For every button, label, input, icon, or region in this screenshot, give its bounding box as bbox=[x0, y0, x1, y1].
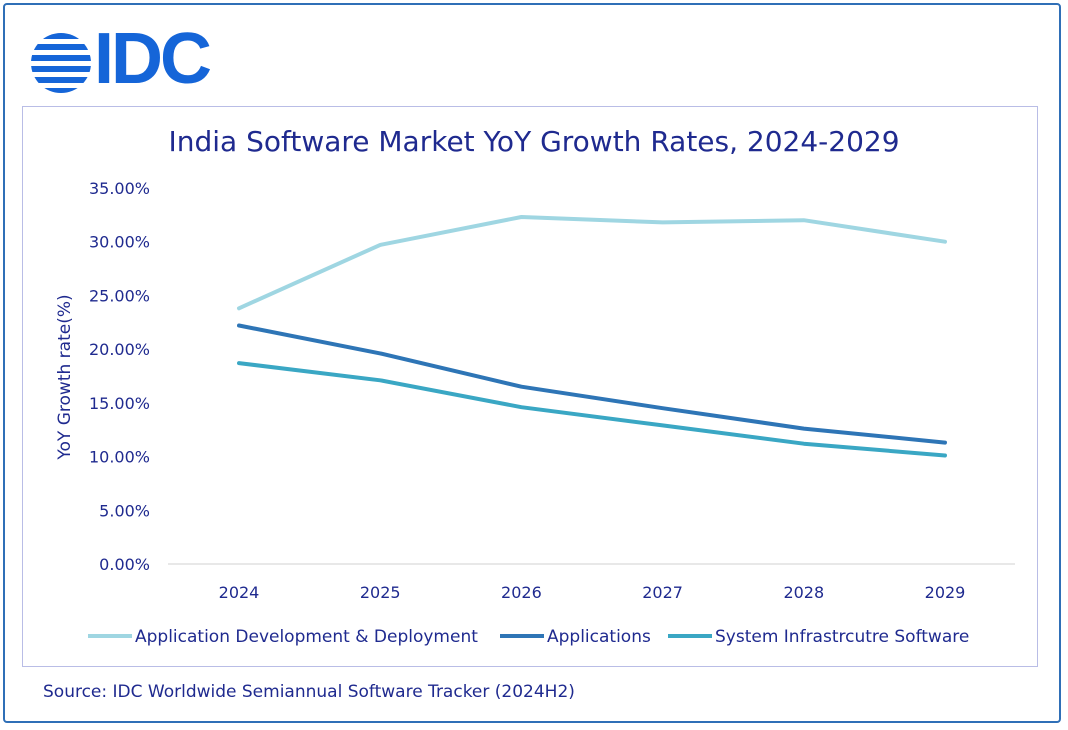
y-tick-label: 10.00% bbox=[89, 448, 150, 467]
y-tick-label: 0.00% bbox=[99, 555, 150, 574]
idc-logo-text: IDC bbox=[94, 19, 212, 99]
x-tick-label: 2026 bbox=[501, 583, 542, 602]
series-line-3 bbox=[237, 361, 947, 458]
y-tick-label: 15.00% bbox=[89, 394, 150, 413]
legend-label: System Infrastrcutre Software bbox=[715, 627, 969, 647]
idc-globe-icon bbox=[31, 33, 91, 93]
y-tick-label: 5.00% bbox=[99, 501, 150, 520]
y-tick-label: 20.00% bbox=[89, 340, 150, 359]
y-tick-label: 30.00% bbox=[89, 233, 150, 252]
series-line-1 bbox=[237, 215, 947, 311]
chart-border bbox=[22, 106, 1038, 667]
series-lines bbox=[237, 215, 947, 458]
idc-logo: IDC bbox=[30, 23, 250, 95]
legend: Application Development & Deployment Appl… bbox=[88, 627, 969, 647]
series-line-2 bbox=[237, 323, 947, 445]
y-tick-label: 25.00% bbox=[89, 286, 150, 305]
y-tick-label: 35.00% bbox=[89, 179, 150, 198]
x-tick-label: 2027 bbox=[642, 583, 683, 602]
legend-label: Applications bbox=[547, 627, 651, 647]
x-axis-ticks: 2024 2025 2026 2027 2028 2029 bbox=[219, 583, 966, 602]
y-axis-label: YoY Growth rate(%) bbox=[55, 294, 75, 460]
legend-label: Application Development & Deployment bbox=[135, 627, 478, 647]
image-frame bbox=[3, 3, 1061, 723]
source-note: Source: IDC Worldwide Semiannual Softwar… bbox=[43, 682, 575, 702]
x-tick-label: 2024 bbox=[219, 583, 260, 602]
chart-title: India Software Market YoY Growth Rates, … bbox=[168, 125, 900, 158]
x-tick-label: 2028 bbox=[783, 583, 824, 602]
x-tick-label: 2029 bbox=[925, 583, 966, 602]
y-axis-ticks: 0.00% 5.00% 10.00% 15.00% 20.00% 25.00% 30.00%… bbox=[89, 179, 150, 574]
x-tick-label: 2025 bbox=[360, 583, 401, 602]
